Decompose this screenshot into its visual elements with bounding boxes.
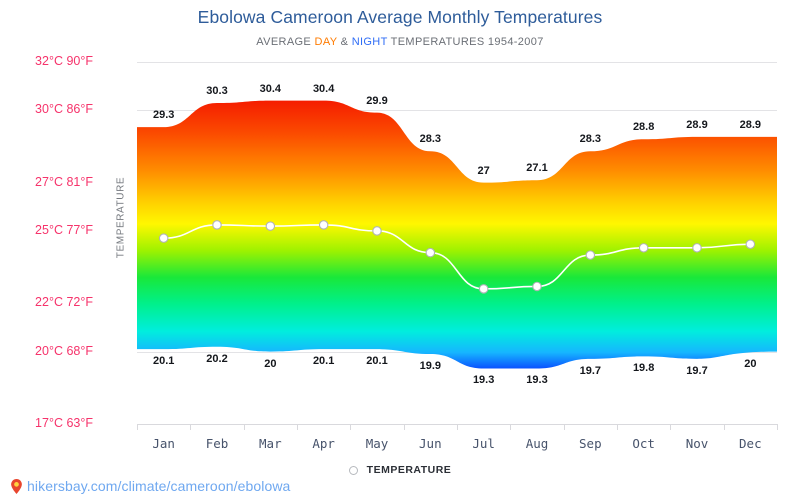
y-axis-tick-label: 30°C 86°F [35,102,93,117]
x-axis-label-jul: Jul [472,436,495,451]
data-point-marker[interactable] [692,243,702,253]
night-value-label-apr: 20.1 [312,355,335,368]
x-axis-tick [723,424,725,430]
circle-outline-icon [348,465,358,475]
x-axis-label-jan: Jan [152,436,175,451]
subtitle-suffix: TEMPERATURES 1954-2007 [387,36,544,48]
day-night-temperature-band [137,100,777,369]
day-value-label-nov: 28.9 [686,118,708,131]
x-axis-label-dec: Dec [739,436,762,451]
x-axis-tick [297,424,298,430]
day-value-label-feb: 30.3 [206,85,228,98]
page-title: Ebolowa Cameroon Average Monthly Tempera… [197,7,603,27]
day-value-label-aug: 27.1 [526,162,548,175]
chart-legend[interactable]: TEMPERATURE [0,464,800,476]
x-axis-tick [777,424,778,430]
source-link[interactable]: hikersbay.com/climate/cameroon/ebolowa [27,478,291,494]
night-value-label-sep: 19.7 [579,364,602,377]
x-axis-tick [137,424,138,430]
x-axis-tick [457,424,458,430]
data-point-marker[interactable] [158,233,169,243]
subtitle-prefix: AVERAGE [256,36,315,48]
data-point-marker[interactable] [318,220,329,230]
x-axis-label-oct: Oct [632,436,655,451]
night-value-label-may: 20.1 [366,355,388,368]
y-axis-tick-label: 25°C 77°F [35,222,93,237]
y-axis-tick-label: 22°C 72°F [35,295,93,310]
night-value-label-aug: 19.3 [526,374,548,387]
day-value-label-oct: 28.8 [632,121,655,134]
data-point-marker[interactable] [372,226,382,236]
data-point-marker[interactable] [745,239,756,249]
night-value-label-jan: 20.1 [152,355,175,368]
day-value-label-apr: 30.4 [312,82,335,95]
night-value-label-oct: 19.8 [632,362,655,375]
night-value-label-jun: 19.9 [419,360,442,372]
gridline [137,110,777,112]
x-axis-label-mar: Mar [259,436,282,451]
night-value-label-feb: 20.2 [206,352,228,365]
y-axis-tick-label: 17°C 63°F [35,416,93,430]
source-footer[interactable]: hikersbay.com/climate/cameroon/ebolowa [10,478,290,494]
chart-subtitle: AVERAGE DAY & NIGHT TEMPERATURES 1954-20… [0,36,800,48]
x-axis-tick [617,424,618,430]
night-value-label-jul: 19.3 [472,374,495,387]
subtitle-amp: & [337,36,352,48]
subtitle-night: NIGHT [351,36,388,48]
data-point-marker[interactable] [212,220,222,230]
plot-area: TEMPERATURE 32°C 90°F 30°C 86°F 27°C 81°F 2… [35,54,778,451]
y-axis-title: TEMPERATURE [115,176,127,259]
x-axis-label-nov: Nov [685,436,709,451]
data-point-marker[interactable] [265,221,276,231]
map-pin-icon [11,478,22,494]
data-point-marker[interactable] [478,284,489,294]
data-point-marker[interactable] [425,247,436,258]
data-point-marker[interactable] [585,250,596,260]
x-axis-tick [243,424,245,430]
x-axis-label-sep: Sep [579,436,602,451]
day-value-label-mar: 30.4 [259,82,282,95]
x-axis-tick [563,424,565,430]
x-axis-label-apr: Apr [312,436,335,451]
data-point-marker[interactable] [532,281,542,292]
day-value-label-sep: 28.3 [579,133,602,146]
x-axis-label-jun: Jun [419,436,442,451]
night-value-label-mar: 20 [264,357,277,370]
x-axis-tick [670,424,672,430]
day-value-label-dec: 28.9 [739,118,762,131]
x-axis-tick [190,424,192,430]
day-value-label-jul: 27 [477,164,490,177]
x-axis-tick [350,424,352,430]
x-axis-label-feb: Feb [205,436,229,451]
legend-label: TEMPERATURE [366,464,452,476]
y-axis-tick-label: 27°C 81°F [35,174,93,189]
x-axis-tick [403,424,405,430]
day-value-label-may: 29.9 [366,94,388,107]
temperature-area-plot [137,100,777,369]
day-value-label-jun: 28.3 [419,133,442,146]
x-axis-label-aug: Aug [525,436,549,451]
day-value-label-jan: 29.3 [152,109,175,122]
night-value-label-nov: 19.7 [686,364,708,377]
x-axis-tick [510,424,512,430]
y-axis-tick-label: 32°C 90°F [35,54,93,68]
night-value-label-dec: 20 [744,357,757,370]
data-point-marker[interactable] [638,243,649,253]
y-axis-tick-label: 20°C 68°F [35,343,93,358]
subtitle-day: DAY [314,36,338,48]
x-axis-label-may: May [365,436,389,451]
gridline [137,62,777,63]
